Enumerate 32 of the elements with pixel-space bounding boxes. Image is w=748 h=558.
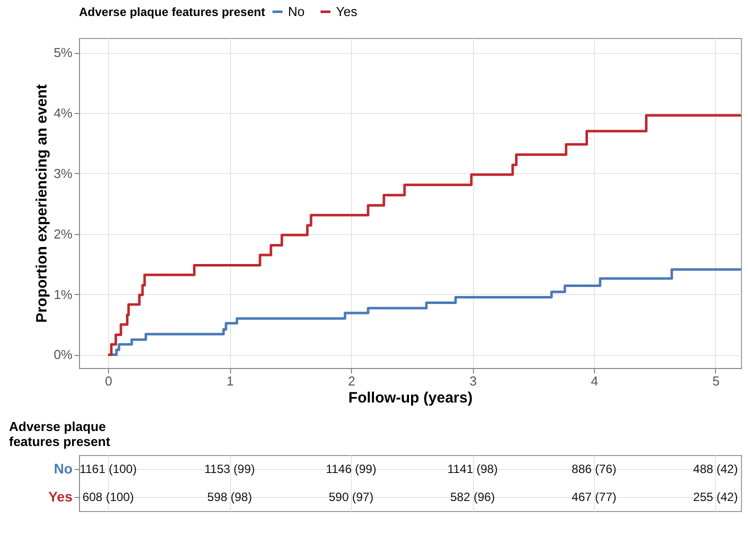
y-tick-label: 5% [54, 45, 73, 60]
legend-label: No [288, 4, 305, 19]
y-tick-label: 0% [54, 347, 73, 362]
y-tick-label: 4% [54, 105, 73, 120]
y-tick-label: 2% [54, 226, 73, 242]
text: 886 (76) [572, 462, 616, 476]
text: 582 (96) [450, 490, 495, 504]
x-tick-label: 2 [348, 374, 356, 388]
x-tick-label: 3 [469, 374, 477, 388]
text: Yes [48, 488, 73, 504]
text: 488 (42) [693, 462, 738, 476]
legend-label: Yes [336, 4, 358, 19]
text: 1146 (99) [326, 462, 376, 476]
text: 255 (42) [693, 490, 738, 504]
x-tick-label: 0 [105, 374, 112, 388]
text: 608 (100) [82, 490, 134, 504]
y-tick-label: 3% [54, 166, 73, 181]
legend-title: Adverse plaque features present [79, 5, 266, 19]
x-axis-title: Follow-up (years) [348, 390, 473, 406]
y-tick-label: 1% [54, 286, 73, 302]
text: No [54, 460, 72, 476]
x-tick-label: 4 [590, 374, 598, 388]
text: 1141 (98) [447, 462, 498, 476]
text: 598 (98) [207, 490, 252, 504]
text: 590 (97) [328, 490, 374, 504]
x-tick-label: 5 [712, 374, 720, 388]
text: 1153 (99) [204, 462, 255, 476]
text: 1161 (100) [80, 462, 137, 476]
y-axis-title: Proportion experiencing an event [34, 84, 51, 323]
x-tick-label: 1 [226, 374, 234, 388]
text: 467 (77) [572, 490, 616, 504]
text: Adverse plaque features present [9, 419, 111, 449]
